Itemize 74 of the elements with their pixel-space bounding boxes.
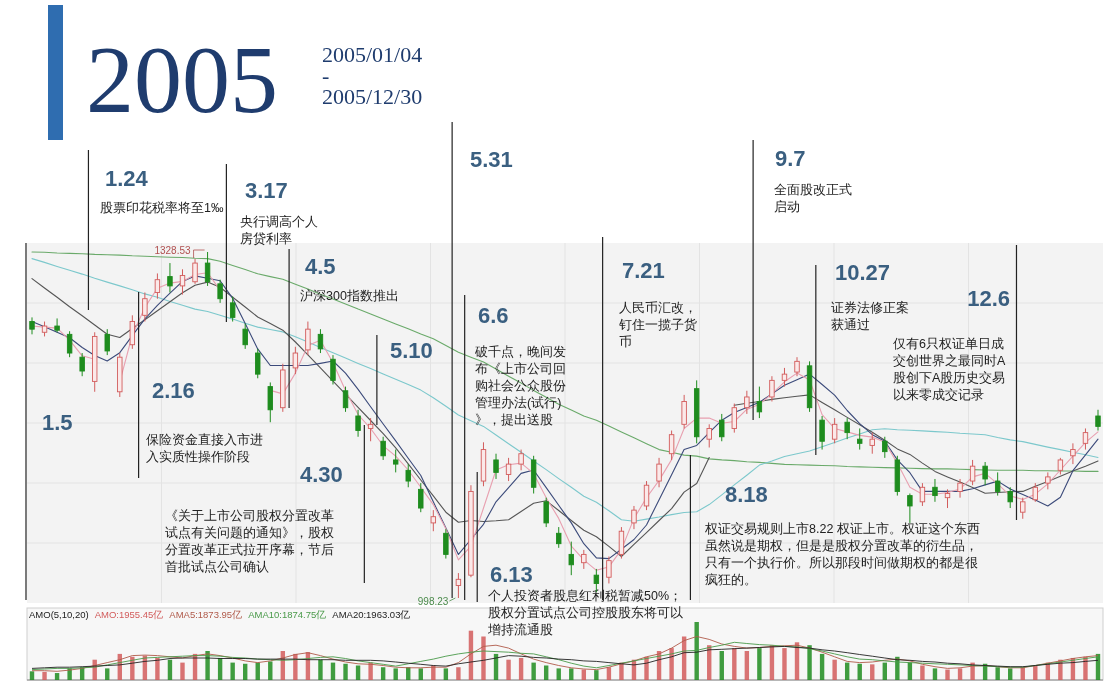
bar — [393, 668, 398, 680]
bar — [230, 662, 235, 680]
annotation: 1.5 — [42, 410, 73, 435]
bar — [180, 662, 185, 680]
bar — [518, 657, 524, 680]
bar — [105, 668, 110, 680]
bar — [569, 668, 574, 680]
bar — [995, 667, 1000, 680]
bar — [1083, 656, 1088, 680]
text: AMO:1955.45亿 — [94, 609, 164, 620]
bar — [443, 668, 449, 680]
bar — [343, 663, 348, 680]
bar — [694, 622, 699, 680]
bar — [368, 662, 373, 680]
annotation: 6.13 — [490, 562, 533, 587]
annotation: 998.23 — [417, 596, 449, 607]
annotation: 7.21 — [622, 258, 665, 283]
text: AMA10:1874.75亿 — [248, 609, 327, 620]
annotation: 6.6 — [478, 303, 509, 328]
annotation: 沪深300指数推出 — [300, 288, 399, 303]
chart-title: 2005 — [86, 26, 278, 133]
bar — [243, 663, 248, 680]
text: 股票印花税率将至1‰ — [100, 200, 224, 215]
annotation: 4.30 — [300, 462, 343, 487]
bar — [556, 668, 561, 680]
chart-subtitle: 2005/01/04 - 2005/12/30 — [322, 42, 423, 109]
bar — [1008, 668, 1013, 680]
bar — [757, 648, 762, 680]
bar — [167, 659, 173, 680]
bar — [932, 668, 938, 680]
bar — [857, 663, 862, 680]
annotation: 1328.53 — [154, 245, 192, 256]
annotation: 权证交易规则上市8.22 权证上市。权证这个东西虽然说是期权，但是是股权分置改革的衍生品，只有一个执行价。所以那段时间做期权的都是很疯狂的。 — [704, 521, 980, 587]
annotation: 人民币汇改，钉住一揽子货币 — [618, 301, 697, 349]
bar — [945, 669, 950, 680]
callout: 1.5 — [25, 242, 73, 601]
chart-title: AMO(5,10,20) — [29, 609, 89, 620]
bar — [732, 648, 737, 680]
annotation: 12.6 — [967, 286, 1010, 311]
bar — [619, 662, 624, 680]
bar — [380, 667, 386, 680]
bar — [782, 648, 787, 680]
text: 全面股改正式启动 — [774, 183, 852, 214]
bar — [832, 659, 837, 680]
bar — [744, 651, 750, 680]
bar — [957, 668, 963, 680]
annotation: 保险资金直接入市进入实质性操作阶段 — [146, 433, 263, 464]
text: 央行调高个人房贷利率 — [240, 214, 318, 246]
bar — [29, 671, 35, 680]
bar — [42, 671, 47, 680]
bar — [456, 667, 461, 680]
text: AMA20:1963.03亿 — [332, 609, 411, 620]
bar — [719, 651, 724, 680]
annotation: 5.10 — [390, 338, 433, 363]
bar — [807, 645, 812, 680]
bar — [418, 668, 423, 680]
bar — [920, 665, 925, 680]
annotation: 仅有6只权证单日成交创世界之最同时A股创下A股历史交易以来零成交记录 — [893, 337, 1006, 402]
annotation: 《关于上市公司股权分置改革试点有关问题的通知》，股权分置改革正式拉开序幕，节后首批试点公司确认 — [165, 509, 334, 574]
bar — [155, 657, 160, 680]
annotation: 证券法修正案获通过 — [831, 300, 909, 332]
bar — [54, 673, 60, 680]
text: AMA5:1873.95亿 — [169, 609, 243, 620]
annotation: 8.18 — [725, 482, 768, 507]
annotation: 2.16 — [152, 378, 195, 403]
bar — [318, 659, 323, 680]
bar — [531, 662, 536, 680]
bar — [819, 653, 825, 680]
annotation: 10.27 — [835, 260, 891, 285]
bar — [594, 670, 599, 680]
bar — [506, 659, 511, 680]
bar — [870, 664, 875, 680]
annotation: 4.5 — [305, 254, 336, 279]
callout: 5.10 — [376, 334, 433, 426]
